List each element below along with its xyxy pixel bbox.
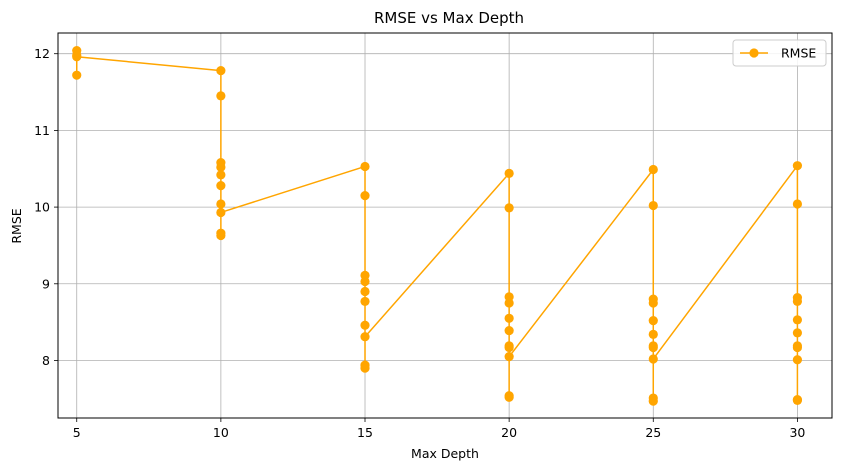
y-tick-label: 8 [42,353,50,368]
data-point [72,70,82,80]
x-tick-label: 30 [789,425,805,440]
data-point [504,352,514,362]
grid-lines [58,33,832,418]
y-axis-label: RMSE [9,208,24,243]
y-tick-label: 12 [34,46,50,61]
y-axis-ticks: 8 9 10 11 12 [34,46,58,368]
y-tick-label: 10 [34,200,50,215]
data-point [792,355,803,365]
legend-box [732,39,827,67]
legend-marker-swatch [749,48,759,58]
data-point [648,315,658,326]
data-point [360,296,370,307]
x-axis-ticks: 5 10 15 20 25 30 [73,418,805,440]
data-point [648,164,658,175]
data-point [216,65,226,76]
x-axis-label: Max Depth [411,446,479,461]
data-point [648,342,658,353]
data-point [72,52,82,62]
data-point [216,91,226,101]
x-tick-label: 20 [501,425,517,440]
x-tick-label: 5 [73,425,81,440]
data-point [792,395,803,405]
data-point [792,161,803,171]
data-point [504,313,514,323]
data-point [792,199,803,209]
data-point [504,168,514,178]
data-point [360,332,370,342]
series-line [75,50,799,402]
chart-title: RMSE vs Max Depth [374,9,524,27]
data-point [504,325,514,336]
data-point [792,296,803,307]
data-point [648,298,658,308]
data-point [648,329,658,340]
data-point [648,354,658,364]
data-point [504,392,514,402]
data-point [216,207,226,218]
data-point [216,199,226,209]
legend: RMSE [732,39,827,67]
series-rmse [72,46,803,406]
data-point [360,190,370,201]
data-point [504,298,514,308]
x-tick-label: 10 [213,425,229,440]
data-point [792,315,803,325]
data-point [648,396,658,406]
data-point [216,230,226,241]
data-point [360,161,370,172]
data-point [504,203,514,213]
data-point [360,276,370,287]
data-point [216,170,226,180]
data-point [792,328,803,338]
data-point [360,363,370,373]
data-point [216,162,226,172]
data-point [792,342,803,353]
x-tick-label: 15 [357,425,373,440]
data-point [504,342,514,353]
legend-label-rmse: RMSE [781,46,816,61]
y-tick-label: 11 [34,123,50,138]
data-point [360,286,370,297]
x-tick-label: 25 [645,425,661,440]
data-point [216,181,226,191]
data-point [360,320,370,330]
data-point [648,200,658,211]
y-tick-label: 9 [42,276,50,291]
plot-area-frame [57,32,833,419]
